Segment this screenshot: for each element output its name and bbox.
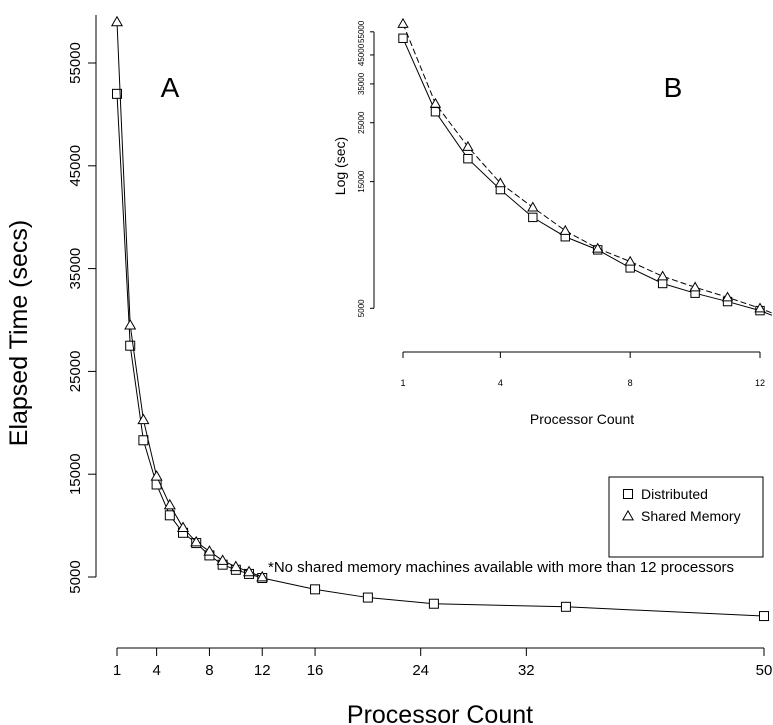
data-point-a (124, 318, 137, 330)
data-point-b (398, 33, 408, 43)
x-tick-label-b: 1 (400, 378, 405, 388)
data-point-b (656, 270, 669, 281)
y-axis-title-a: Elapsed Time (secs) (5, 220, 33, 446)
series-line-b (402, 23, 773, 314)
y-tick-label-a: 35000 (67, 248, 84, 290)
data-point-a (176, 521, 190, 533)
data-point-b (721, 291, 734, 302)
data-point-b (754, 302, 766, 313)
panel-label-a: A (161, 72, 180, 103)
data-point-a (137, 413, 150, 425)
y-tick-label-b: 35000 (357, 72, 366, 95)
y-tick-label-b: 15000 (357, 170, 366, 193)
y-tick-label-b: 45000 (357, 43, 366, 66)
x-tick-label-a: 32 (518, 662, 535, 679)
x-tick-label-a: 8 (205, 662, 213, 679)
data-point-b (528, 212, 538, 223)
x-tick-label-a: 50 (756, 662, 773, 679)
data-point-a (163, 498, 176, 510)
y-tick-label-a: 5000 (67, 560, 84, 593)
data-point-a (125, 340, 136, 351)
x-tick-label-b: 12 (755, 378, 765, 388)
y-tick-label-b: 5000 (357, 299, 366, 317)
x-tick-label-a: 16 (307, 662, 324, 679)
x-axis-title-b: Processor Count (530, 411, 634, 427)
data-point-b (462, 140, 474, 151)
x-tick-label-a: 12 (254, 662, 271, 679)
y-tick-label-a: 45000 (67, 145, 84, 187)
data-point-a (138, 435, 149, 446)
data-point-a (190, 535, 203, 547)
y-tick-label-b: 25000 (357, 111, 366, 134)
data-point-a (151, 479, 162, 490)
x-tick-label-a: 1 (113, 662, 121, 679)
data-point-b (559, 224, 571, 235)
data-point-b (527, 201, 539, 212)
data-point-a (229, 560, 242, 572)
data-point-a (203, 545, 216, 556)
x-tick-label-b: 4 (498, 378, 503, 388)
chart-note: *No shared memory machines available wit… (268, 559, 734, 576)
x-tick-label-b: 8 (628, 378, 633, 388)
data-point-b (494, 177, 507, 188)
legend-box (608, 476, 764, 558)
data-point-a (362, 592, 373, 603)
x-tick-label-a: 4 (152, 662, 160, 679)
data-point-a (216, 554, 229, 565)
series-line-b (402, 38, 773, 316)
series-line-a (116, 21, 263, 578)
data-point-a (164, 510, 175, 521)
legend-marker (621, 509, 635, 521)
y-axis-title-b: Log (sec) (332, 137, 348, 195)
x-tick-label-a: 24 (412, 662, 429, 679)
data-point-a (310, 584, 321, 595)
data-point-b (657, 278, 668, 289)
panel-label-b: B (664, 72, 683, 103)
x-axis-title-a: Processor Count (347, 701, 533, 725)
legend-label: Shared Memory (641, 508, 741, 524)
y-tick-label-b: 55000 (357, 20, 366, 43)
data-point-a (112, 88, 122, 99)
data-point-b (463, 153, 473, 164)
data-point-b (397, 17, 409, 28)
data-point-a (560, 601, 571, 612)
data-point-b (429, 97, 442, 108)
data-point-a (150, 470, 163, 481)
legend-label: Distributed (641, 486, 708, 502)
legend: Distributed Shared Memory (608, 476, 764, 558)
data-point-a (428, 598, 439, 609)
data-point-b (689, 281, 701, 292)
y-tick-label-a: 55000 (67, 42, 84, 84)
y-tick-label-a: 25000 (67, 351, 84, 393)
data-point-a (759, 611, 769, 622)
data-point-a (110, 15, 124, 27)
data-point-a (256, 570, 269, 582)
y-tick-label-a: 15000 (67, 453, 84, 495)
data-point-b (592, 242, 604, 253)
data-point-a (243, 565, 256, 577)
data-point-b (430, 107, 441, 117)
data-point-b (624, 255, 636, 266)
legend-marker (623, 489, 633, 499)
